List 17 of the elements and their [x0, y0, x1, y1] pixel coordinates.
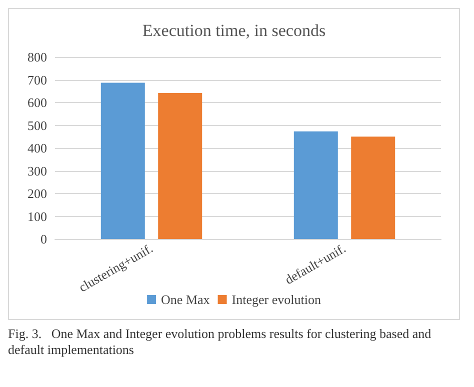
y-tick-label: 600: [28, 95, 47, 110]
bar: [158, 92, 202, 239]
y-tick-label: 400: [28, 140, 47, 156]
chart-title: Execution time, in seconds: [142, 21, 326, 40]
y-tick-label: 100: [28, 208, 47, 224]
y-tick-label: 300: [28, 163, 47, 178]
y-tick-label: 700: [28, 72, 47, 88]
bar: [294, 131, 338, 239]
bar: [351, 136, 396, 239]
bar: [100, 82, 145, 239]
y-tick-label: 800: [28, 50, 47, 64]
y-tick-label: 500: [28, 118, 47, 133]
y-tick-label: 0: [40, 232, 47, 246]
y-tick-label: 200: [28, 186, 47, 201]
legend-label: One Max: [161, 292, 210, 307]
legend-label: Integer evolution: [232, 292, 322, 307]
caption: Fig. 3. One Max and Integer evolution problems results for clustering based and default implementations: [8, 326, 432, 358]
